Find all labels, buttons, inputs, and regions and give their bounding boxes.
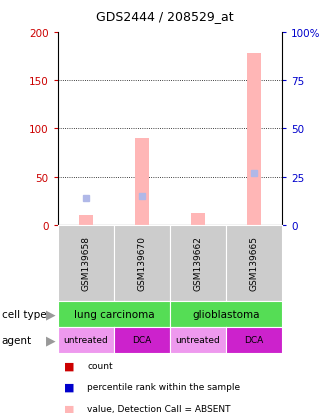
Text: GDS2444 / 208529_at: GDS2444 / 208529_at <box>96 10 234 23</box>
Text: DCA: DCA <box>132 335 151 344</box>
Text: ▶: ▶ <box>46 308 55 321</box>
Text: value, Detection Call = ABSENT: value, Detection Call = ABSENT <box>87 404 231 413</box>
Bar <box>191 214 205 225</box>
Text: GSM139665: GSM139665 <box>249 236 259 291</box>
Text: count: count <box>87 361 113 370</box>
Text: untreated: untreated <box>176 335 220 344</box>
Bar <box>79 216 93 225</box>
Text: lung carcinoma: lung carcinoma <box>74 309 154 319</box>
Text: untreated: untreated <box>63 335 108 344</box>
Text: GSM139662: GSM139662 <box>193 236 203 291</box>
Text: agent: agent <box>2 335 32 345</box>
Text: ■: ■ <box>64 361 75 370</box>
Bar <box>135 139 149 225</box>
Text: percentile rank within the sample: percentile rank within the sample <box>87 382 241 392</box>
Bar <box>247 54 261 225</box>
Text: ■: ■ <box>64 382 75 392</box>
Text: DCA: DCA <box>245 335 264 344</box>
Text: glioblastoma: glioblastoma <box>192 309 260 319</box>
Text: GSM139670: GSM139670 <box>137 236 147 291</box>
Text: GSM139658: GSM139658 <box>81 236 90 291</box>
Text: cell type: cell type <box>2 309 46 319</box>
Text: ▶: ▶ <box>46 333 55 347</box>
Text: ■: ■ <box>64 404 75 413</box>
